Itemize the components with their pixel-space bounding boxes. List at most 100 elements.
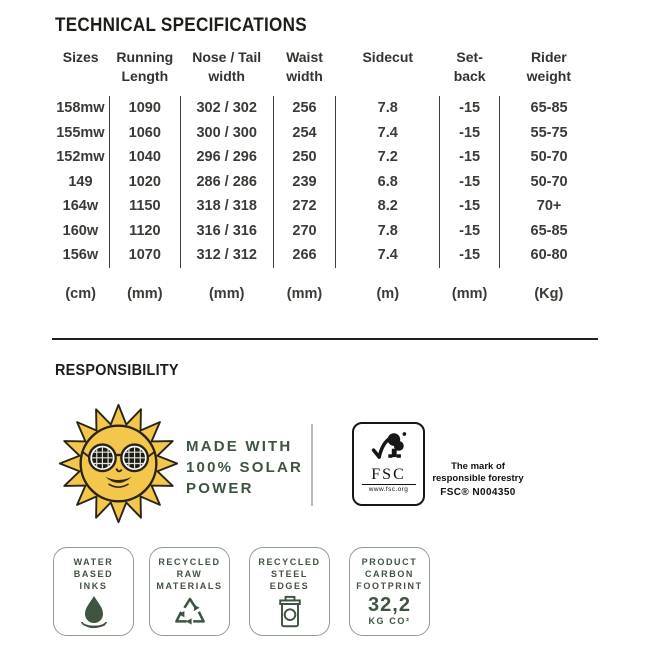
solar-sun-icon: [57, 402, 180, 525]
badge-product-carbon-footprint: PRODUCT CARBON FOOTPRINT 32,2 KG CO²: [349, 547, 430, 636]
spec-row: 149 1020 286 / 286 239 6.8 -15 50-70: [52, 169, 598, 194]
spec-row: 158mw 1090 302 / 302 256 7.8 -15 65-85: [52, 96, 598, 121]
spec-cell: 50-70: [499, 169, 598, 194]
fsc-brand-text: FSC: [371, 466, 406, 483]
spec-cell: 1120: [108, 218, 181, 243]
fsc-divider-line: [361, 484, 416, 485]
spec-cell: 300 / 300: [179, 120, 274, 145]
spec-cell: 286 / 286: [179, 169, 274, 194]
unit-cell: (m): [376, 285, 400, 302]
section-divider: [52, 338, 598, 340]
badge-label: WATER: [73, 557, 114, 567]
spec-cell: 155mw: [56, 124, 105, 141]
badge-label: MATERIALS: [156, 581, 223, 591]
fsc-tagline-line-2: responsible forestry: [432, 473, 524, 484]
spec-cell: 60-80: [499, 243, 598, 268]
recycle-icon: [174, 597, 205, 625]
spec-cell: 7.8: [335, 218, 440, 243]
solar-power-claim: MADE WITH 100% SOLAR POWER: [186, 436, 303, 499]
spec-cell: 55-75: [499, 120, 598, 145]
badge-label: RECYCLED: [158, 557, 221, 567]
spec-cell: 1150: [108, 194, 181, 219]
spec-cell: 50-70: [499, 145, 598, 170]
tech-specs-title: TECHNICAL SPECIFICATIONS: [55, 15, 307, 36]
unit-cell: (mm): [208, 285, 245, 302]
col-header-sidecut: Sidecut: [362, 49, 414, 65]
badge-label: EDGES: [269, 581, 310, 591]
water-drop-icon: [80, 596, 107, 629]
badge-recycled-raw-materials: RECYCLED RAW MATERIALS: [149, 547, 230, 636]
spec-cell: 156w: [62, 247, 99, 263]
col-header-waist-width: Waist width: [286, 49, 323, 84]
spec-cell: 316 / 316: [179, 218, 274, 243]
spec-row: 156w 1070 312 / 312 266 7.4 -15 60-80: [52, 243, 598, 268]
spec-cell: 266: [272, 243, 336, 268]
unit-cell: (mm): [127, 285, 163, 302]
spec-row: 160w 1120 316 / 316 270 7.8 -15 65-85: [52, 218, 598, 243]
spec-cell: 152mw: [56, 149, 105, 165]
badge-label: PRODUCT: [361, 557, 418, 567]
spec-cell: 250: [272, 145, 336, 170]
spec-cell: 256: [272, 96, 336, 121]
spec-row: 164w 1150 318 / 318 272 8.2 -15 70+: [52, 194, 598, 219]
carbon-footprint-value: 32,2: [368, 594, 411, 616]
col-header-running-length: Running Length: [116, 49, 174, 84]
spec-cell: 149: [68, 173, 93, 190]
spec-cell: 6.8: [335, 169, 440, 194]
spec-cell: -15: [439, 145, 500, 170]
col-header-nose-tail-width: Nose / Tail width: [192, 49, 262, 84]
fsc-tree-check-icon: [371, 432, 406, 459]
spec-cell: 1070: [108, 243, 181, 268]
badge-label: RAW: [176, 569, 203, 579]
solar-line-2: 100% SOLAR: [186, 459, 304, 476]
spec-cell: 302 / 302: [179, 96, 274, 121]
spec-cell: 1040: [108, 145, 181, 170]
spec-row: 152mw 1040 296 / 296 250 7.2 -15 50-70: [52, 145, 598, 170]
spec-cell: -15: [439, 169, 500, 194]
trash-can-icon: [278, 595, 301, 628]
spec-cell: 7.2: [335, 145, 440, 170]
vertical-divider: [311, 424, 313, 506]
spec-cell: -15: [439, 194, 500, 219]
spec-cell: -15: [439, 218, 500, 243]
badge-label: RECYCLED: [258, 557, 321, 567]
spec-cell: -15: [439, 243, 500, 268]
col-header-rider-weight: Rider weight: [526, 49, 571, 84]
badge-label: CARBON: [364, 569, 415, 579]
spec-cell: 239: [272, 169, 336, 194]
spec-cell: 1090: [108, 96, 181, 121]
unit-cell: (mm): [286, 285, 323, 302]
spec-row: 155mw 1060 300 / 300 254 7.4 -15 55-75: [52, 120, 598, 145]
carbon-footprint-unit: KG CO²: [368, 616, 411, 626]
spec-cell: -15: [439, 120, 500, 145]
solar-line-1: MADE WITH: [186, 438, 293, 455]
col-header-setback: Set-back: [453, 49, 486, 84]
spec-cell: 160w: [62, 222, 99, 239]
col-header-sizes: Sizes: [62, 49, 99, 65]
spec-cell: 164w: [62, 198, 99, 214]
spec-cell: 7.8: [335, 96, 440, 121]
unit-cell: (mm): [451, 285, 488, 302]
badge-recycled-steel-edges: RECYCLED STEEL EDGES: [249, 547, 330, 636]
badge-label: STEEL: [270, 569, 308, 579]
fsc-license-number: FSC® N004350: [440, 487, 516, 498]
badge-label: INKS: [79, 581, 108, 591]
spec-cell: 8.2: [335, 194, 440, 219]
spec-table-body: 158mw 1090 302 / 302 256 7.8 -15 65-85 155mw 106…: [52, 96, 598, 268]
spec-cell: 1060: [108, 120, 181, 145]
spec-cell: 312 / 312: [179, 243, 274, 268]
spec-table: Sizes Running Length Nose / Tail width Wai…: [52, 48, 598, 304]
spec-cell: 7.4: [335, 243, 440, 268]
spec-units-row: (cm) (mm) (mm) (mm) (m) (mm) (Kg): [52, 268, 598, 304]
spec-cell: 65-85: [499, 218, 598, 243]
badge-label: FOOTPRINT: [356, 581, 423, 591]
spec-cell: 254: [272, 120, 336, 145]
spec-table-header: Sizes Running Length Nose / Tail width Wai…: [52, 48, 598, 96]
spec-cell: 7.4: [335, 120, 440, 145]
unit-cell: (cm): [65, 285, 96, 302]
spec-cell: 70+: [499, 194, 598, 219]
unit-cell: (Kg): [534, 285, 564, 302]
badge-label: BASED: [73, 569, 114, 579]
responsibility-title: RESPONSIBILITY: [55, 362, 179, 379]
spec-cell: 65-85: [499, 96, 598, 121]
